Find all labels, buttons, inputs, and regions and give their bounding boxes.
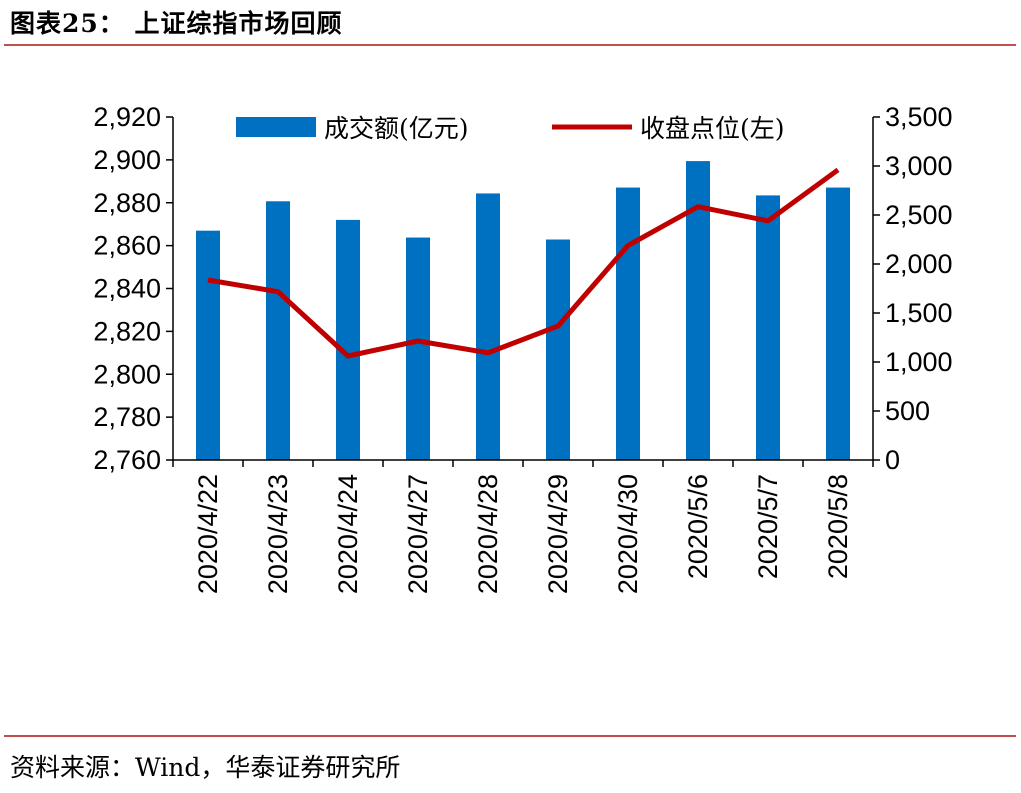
right-tick-label: 2,500 xyxy=(885,200,953,230)
close-line xyxy=(207,167,840,359)
title-divider xyxy=(4,44,1016,46)
bar-2020/4/30 xyxy=(616,187,640,460)
x-tick-label: 2020/5/8 xyxy=(823,474,853,579)
right-tick-label: 500 xyxy=(885,396,930,426)
legend-bar-swatch xyxy=(236,117,316,137)
left-tick-label: 2,780 xyxy=(93,402,161,432)
source-divider xyxy=(4,735,1016,737)
bar-2020/5/7 xyxy=(756,195,780,460)
left-tick-label: 2,760 xyxy=(93,445,161,475)
bar-2020/4/24 xyxy=(336,219,360,460)
right-tick-label: 0 xyxy=(885,445,900,475)
x-tick-label: 2020/4/24 xyxy=(333,474,363,594)
right-tick-label: 1,500 xyxy=(885,298,953,328)
left-tick-label: 2,900 xyxy=(93,145,161,175)
left-tick-label: 2,840 xyxy=(93,274,161,304)
x-tick-label: 2020/4/27 xyxy=(403,474,433,594)
x-tick-label: 2020/4/29 xyxy=(543,474,573,594)
right-tick-label: 1,000 xyxy=(885,347,953,377)
right-tick-label: 2,000 xyxy=(885,249,953,279)
bar-2020/4/28 xyxy=(476,193,500,460)
figure-title: 图表25： 上证综指市场回顾 xyxy=(10,9,343,38)
x-axis-ticks: 2020/4/22 2020/4/23 2020/4/24 2020/4/27 2020… xyxy=(172,460,874,594)
source-note: 资料来源：Wind，华泰证券研究所 xyxy=(10,753,401,782)
bar-2020/4/27 xyxy=(406,237,430,460)
x-tick-label: 2020/4/23 xyxy=(263,474,293,594)
x-tick-label: 2020/5/6 xyxy=(683,474,713,579)
x-tick-label: 2020/5/7 xyxy=(753,474,783,579)
chart-area: 2,760 2,780 2,800 2,820 2,840 2,860 2,880 2,900… xyxy=(93,102,953,594)
left-axis-ticks: 2,760 2,780 2,800 2,820 2,840 2,860 2,880 2,900… xyxy=(93,102,173,475)
left-tick-label: 2,920 xyxy=(93,102,161,132)
right-tick-label: 3,000 xyxy=(885,151,953,181)
right-tick-label: 3,500 xyxy=(885,102,953,132)
line-series xyxy=(207,167,840,359)
x-tick-label: 2020/4/22 xyxy=(193,474,223,594)
left-tick-label: 2,800 xyxy=(93,359,161,389)
left-tick-label: 2,880 xyxy=(93,188,161,218)
right-axis-ticks: 0 500 1,000 1,500 2,000 2,500 3,000 3,500 xyxy=(873,102,953,475)
x-tick-label: 2020/4/30 xyxy=(613,474,643,594)
bar-2020/4/23 xyxy=(266,201,290,460)
left-tick-label: 2,820 xyxy=(93,316,161,346)
legend-bar-label: 成交额(亿元) xyxy=(324,114,469,143)
left-tick-label: 2,860 xyxy=(93,231,161,261)
bar-2020/4/29 xyxy=(546,239,570,460)
bar-2020/4/22 xyxy=(196,230,220,460)
legend: 成交额(亿元) 收盘点位(左) xyxy=(236,114,785,143)
bar-2020/5/8 xyxy=(826,187,850,460)
x-tick-label: 2020/4/28 xyxy=(473,474,503,594)
bar-series xyxy=(196,161,850,460)
legend-line-label: 收盘点位(左) xyxy=(640,114,785,143)
